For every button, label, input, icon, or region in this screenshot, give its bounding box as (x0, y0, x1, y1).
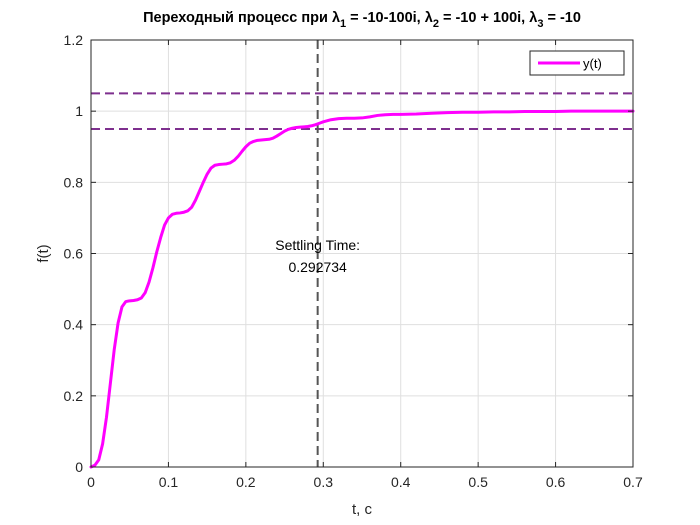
x-tick-label: 0.4 (391, 474, 411, 490)
title-lambda-2: λ (425, 10, 433, 26)
legend-entry-label: y(t) (583, 56, 602, 71)
title-subscript-3: 3 (537, 18, 543, 30)
legend: y(t) (529, 50, 625, 76)
y-tick-label: 0.2 (64, 388, 84, 404)
reference-lines (91, 40, 633, 467)
y-tick-label: 1.2 (64, 32, 84, 48)
x-tick-label: 0 (87, 474, 95, 490)
y-tick-label: 0.6 (64, 246, 84, 262)
chart-title: Переходный процесс при λ1 = -10-100i, λ2… (143, 10, 581, 30)
title-value-1: = -10-100i, (346, 10, 425, 26)
y-tick-label: 1 (75, 103, 83, 119)
x-axis: 0 0.1 0.2 0.3 0.4 0.5 0.6 0.7 (87, 40, 643, 490)
x-tick-label: 0.5 (468, 474, 488, 490)
title-lambda-1: λ (332, 10, 340, 26)
y-tick-label: 0 (75, 459, 83, 475)
series-group (89, 109, 635, 469)
y-axis: 0 0.2 0.4 0.6 0.8 1 1.2 (64, 32, 633, 475)
title-value-2: = -10 + 100i, (439, 10, 529, 26)
title-subscript-1: 1 (340, 18, 346, 30)
x-tick-label: 0.3 (314, 474, 334, 490)
x-tick-label: 0.7 (623, 474, 643, 490)
settling-time-value: 0.292734 (288, 259, 347, 275)
y-axis-label: f(t) (35, 244, 52, 262)
x-tick-label: 0.1 (159, 474, 179, 490)
title-subscript-2: 2 (433, 18, 439, 30)
title-value-3: = -10 (543, 10, 580, 26)
x-axis-label: t, c (352, 501, 373, 518)
x-tick-label: 0.6 (546, 474, 566, 490)
settling-time-label: Settling Time: (275, 237, 360, 253)
title-lambda-3: λ (529, 10, 537, 26)
title-text: Переходный процесс при (143, 10, 332, 26)
x-tick-label: 0.2 (236, 474, 256, 490)
series-line-y(t) (89, 109, 635, 469)
y-tick-label: 0.8 (64, 174, 84, 190)
y-tick-label: 0.4 (64, 317, 84, 333)
